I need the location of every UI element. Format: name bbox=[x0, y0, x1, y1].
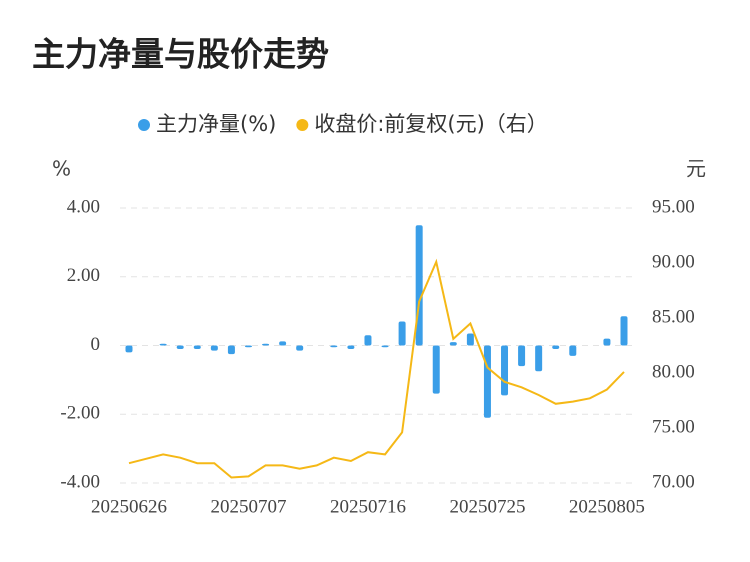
bar bbox=[194, 346, 201, 349]
bar bbox=[569, 346, 576, 356]
legend-label: 主力净量(%) bbox=[156, 112, 276, 136]
bar bbox=[245, 346, 252, 348]
y-axis-label: % bbox=[52, 157, 71, 181]
bar bbox=[433, 346, 440, 394]
y2-tick-label: 85.00 bbox=[652, 306, 695, 327]
bar bbox=[382, 346, 389, 348]
bar bbox=[126, 346, 133, 353]
y2-tick-label: 95.00 bbox=[652, 196, 695, 217]
legend-marker bbox=[296, 119, 308, 131]
bar bbox=[518, 346, 525, 367]
price-line bbox=[129, 262, 624, 478]
bar bbox=[399, 321, 406, 345]
bar bbox=[484, 346, 491, 418]
bar bbox=[347, 346, 354, 349]
y2-tick-label: 75.00 bbox=[652, 416, 695, 437]
y-tick-label: -4.00 bbox=[60, 471, 100, 492]
x-tick-label: 20250725 bbox=[449, 496, 525, 517]
bar bbox=[552, 346, 559, 349]
bar bbox=[262, 344, 269, 346]
x-tick-label: 20250707 bbox=[210, 496, 286, 517]
y2-tick-label: 80.00 bbox=[652, 361, 695, 382]
bar bbox=[211, 346, 218, 351]
y-tick-label: 0 bbox=[91, 334, 101, 355]
x-tick-label: 20250805 bbox=[569, 496, 645, 517]
y-tick-label: 2.00 bbox=[67, 265, 100, 286]
bar bbox=[279, 341, 286, 345]
y-tick-label: 4.00 bbox=[67, 196, 100, 217]
bar bbox=[330, 346, 337, 348]
bar bbox=[177, 346, 184, 349]
bar bbox=[450, 342, 457, 345]
y-tick-label: -2.00 bbox=[60, 403, 100, 424]
bar bbox=[364, 335, 371, 345]
y2-tick-label: 70.00 bbox=[652, 471, 695, 492]
bar bbox=[603, 339, 610, 346]
bar bbox=[467, 333, 474, 345]
bar bbox=[160, 344, 167, 346]
y2-axis-label: 元 bbox=[686, 157, 706, 181]
bar bbox=[535, 346, 542, 372]
bar bbox=[296, 346, 303, 351]
bar bbox=[501, 346, 508, 396]
y2-tick-label: 90.00 bbox=[652, 251, 695, 272]
chart-title: 主力净量与股价走势 bbox=[32, 35, 329, 74]
x-tick-label: 20250626 bbox=[91, 496, 167, 517]
bar bbox=[621, 316, 628, 345]
legend-label: 收盘价:前复权(元)（右） bbox=[314, 112, 547, 136]
x-tick-label: 20250716 bbox=[330, 496, 406, 517]
legend-marker bbox=[138, 119, 150, 131]
bar bbox=[228, 346, 235, 355]
